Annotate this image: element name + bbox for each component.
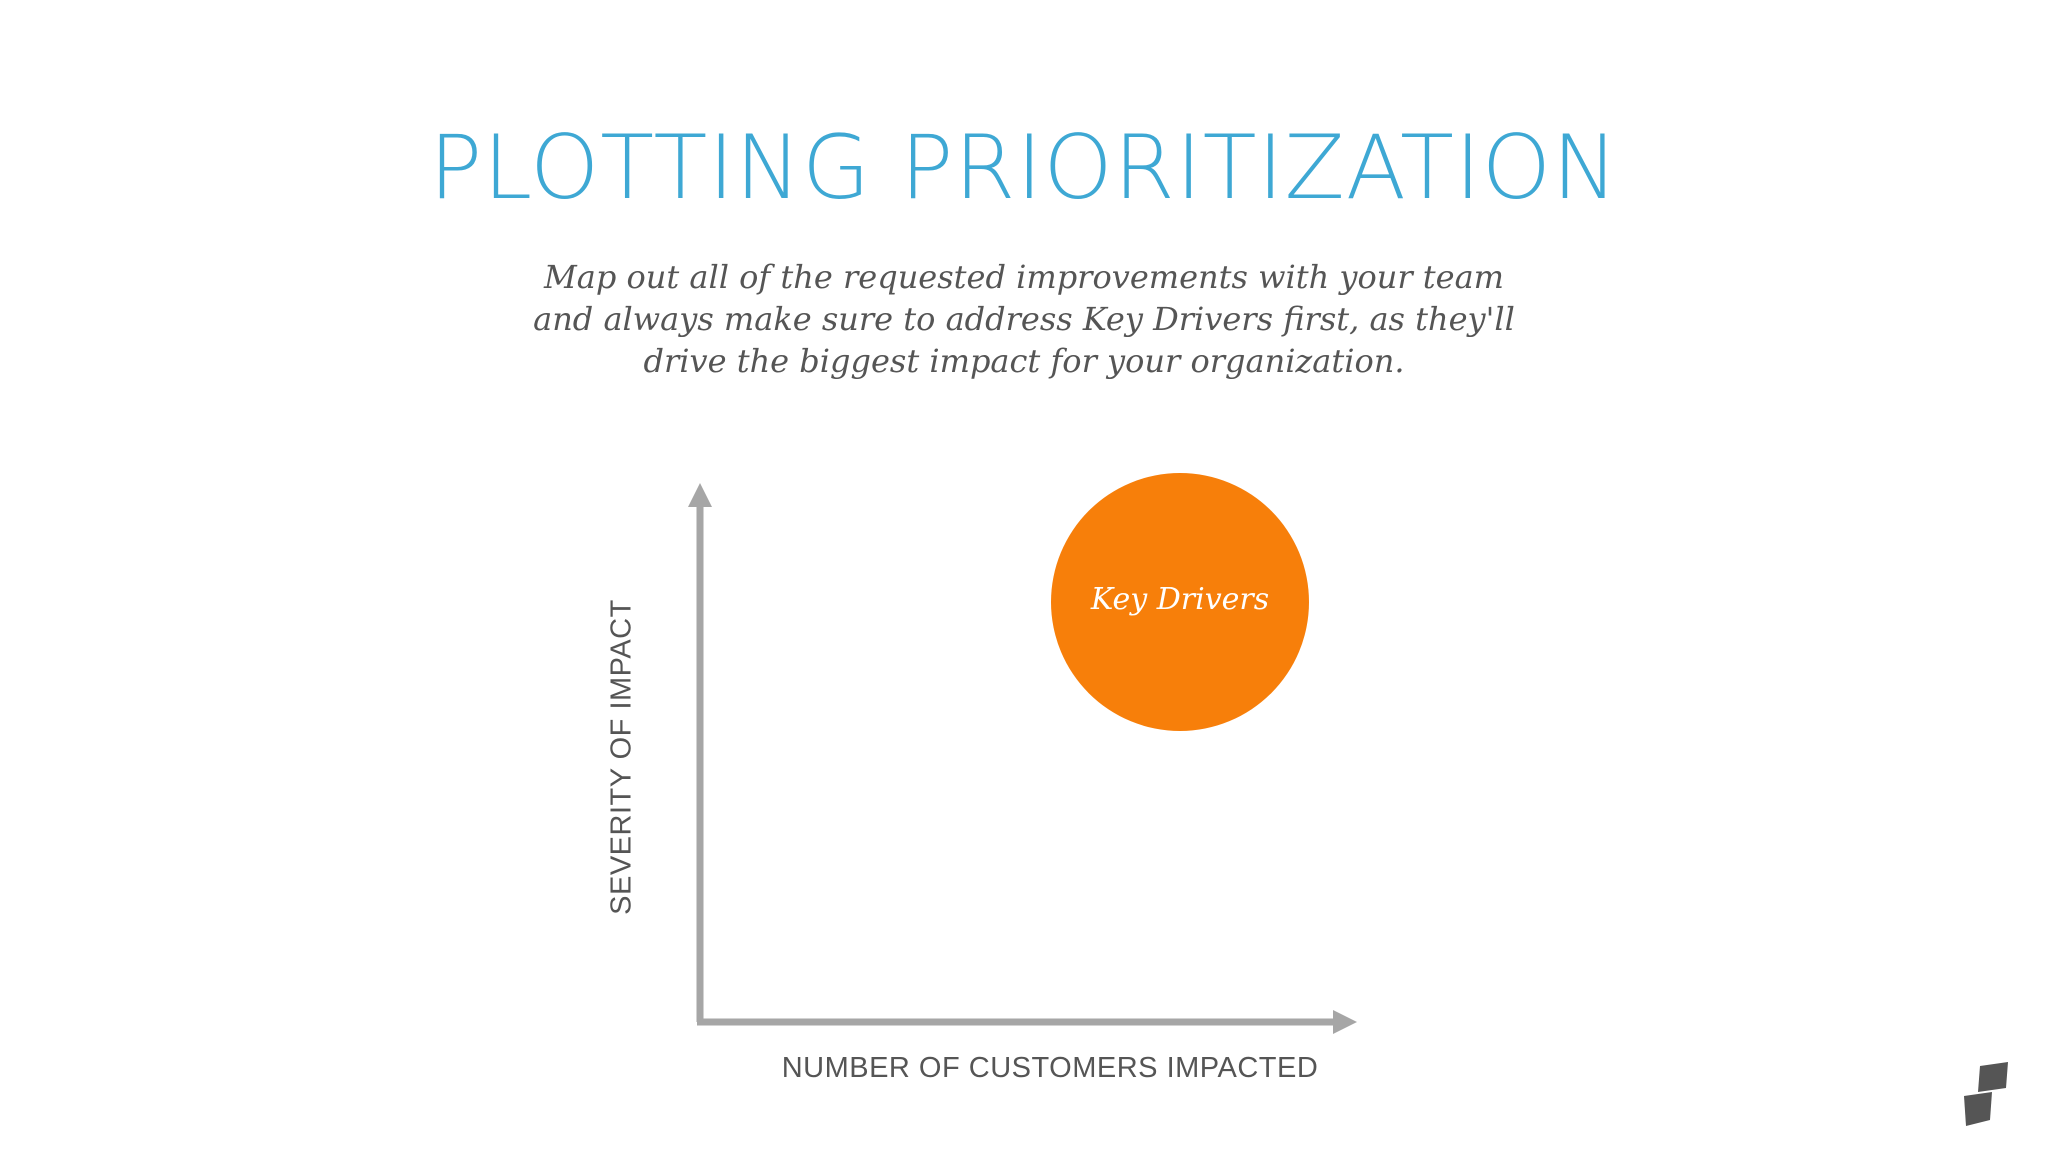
subtitle-line: drive the biggest impact for your organi… bbox=[643, 342, 1405, 380]
key-drivers-label: Key Drivers bbox=[1090, 582, 1270, 617]
brand-logo-icon bbox=[1964, 1062, 2008, 1126]
y-axis-label: SEVERITY OF IMPACT bbox=[605, 599, 638, 915]
subtitle-line: Map out all of the requested improvement… bbox=[543, 258, 1504, 296]
slide-subtitle: Map out all of the requested improvement… bbox=[424, 256, 1624, 382]
key-drivers-bubble bbox=[1051, 473, 1309, 731]
y-axis-arrowhead bbox=[688, 483, 712, 507]
x-axis-arrowhead bbox=[1333, 1010, 1357, 1034]
x-axis-label: NUMBER OF CUSTOMERS IMPACTED bbox=[781, 1052, 1319, 1084]
subtitle-line: and always make sure to address Key Driv… bbox=[533, 300, 1515, 338]
slide-title: PLOTTING PRIORITIZATION bbox=[429, 116, 1619, 219]
